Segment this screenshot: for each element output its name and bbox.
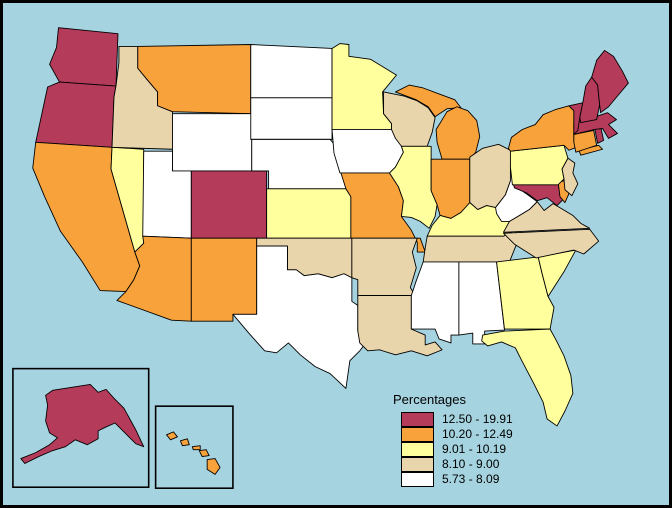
- legend-item: 8.10 - 9.00: [401, 456, 513, 472]
- alaska-inset-box: [12, 367, 150, 489]
- legend-label: 10.20 - 12.49: [442, 427, 513, 441]
- legend-label: 9.01 - 10.19: [442, 442, 507, 456]
- legend-swatch: [401, 456, 434, 472]
- state-new-mexico: [190, 237, 258, 322]
- state-west-virginia: [495, 159, 538, 222]
- legend: Percentages 12.50 - 19.91 10.20 - 12.49 …: [393, 392, 513, 487]
- state-mississippi: [410, 261, 460, 344]
- state-massachusetts: [573, 112, 618, 139]
- legend-title: Percentages: [393, 392, 466, 407]
- state-north-dakota: [250, 44, 333, 99]
- state-pennsylvania: [509, 144, 569, 186]
- state-texas: [232, 245, 367, 389]
- state-florida: [481, 328, 574, 427]
- state-wyoming: [172, 113, 253, 172]
- state-louisiana: [357, 295, 443, 357]
- legend-item: 5.73 - 8.09: [401, 471, 513, 487]
- state-north-carolina: [503, 228, 600, 259]
- legend-swatch: [401, 412, 434, 427]
- state-colorado: [190, 170, 268, 239]
- legend-item: 12.50 - 19.91: [401, 412, 513, 427]
- legend-swatch: [401, 441, 434, 457]
- state-hawaii-molokai: [191, 445, 201, 451]
- state-new-york: [508, 105, 580, 152]
- legend-label: 12.50 - 19.91: [442, 412, 513, 426]
- legend-label: 5.73 - 8.09: [442, 472, 500, 486]
- state-hawaii-maui: [198, 449, 210, 458]
- state-washington: [49, 27, 119, 87]
- state-maine: [591, 49, 629, 114]
- state-hawaii-kauai: [166, 431, 178, 441]
- state-alaska: [20, 383, 145, 464]
- state-oregon: [35, 81, 117, 148]
- state-south-dakota: [250, 97, 333, 140]
- state-hawaii-big-island: [206, 458, 221, 475]
- hawaii-inset-box: [154, 405, 234, 489]
- legend-swatch: [401, 426, 434, 442]
- state-michigan: [435, 106, 481, 160]
- state-kansas: [266, 188, 352, 239]
- legend-item: 9.01 - 10.19: [401, 441, 513, 457]
- us-choropleth-map: [12, 27, 629, 489]
- state-connecticut: [573, 130, 598, 153]
- legend-swatch: [401, 471, 434, 487]
- state-hawaii-oahu: [179, 438, 190, 447]
- legend-rows: 12.50 - 19.91 10.20 - 12.49 9.01 - 10.19…: [401, 412, 513, 487]
- legend-label: 8.10 - 9.00: [442, 457, 500, 471]
- legend-item: 10.20 - 12.49: [401, 426, 513, 442]
- state-arkansas: [351, 237, 418, 296]
- state-iowa: [331, 129, 404, 174]
